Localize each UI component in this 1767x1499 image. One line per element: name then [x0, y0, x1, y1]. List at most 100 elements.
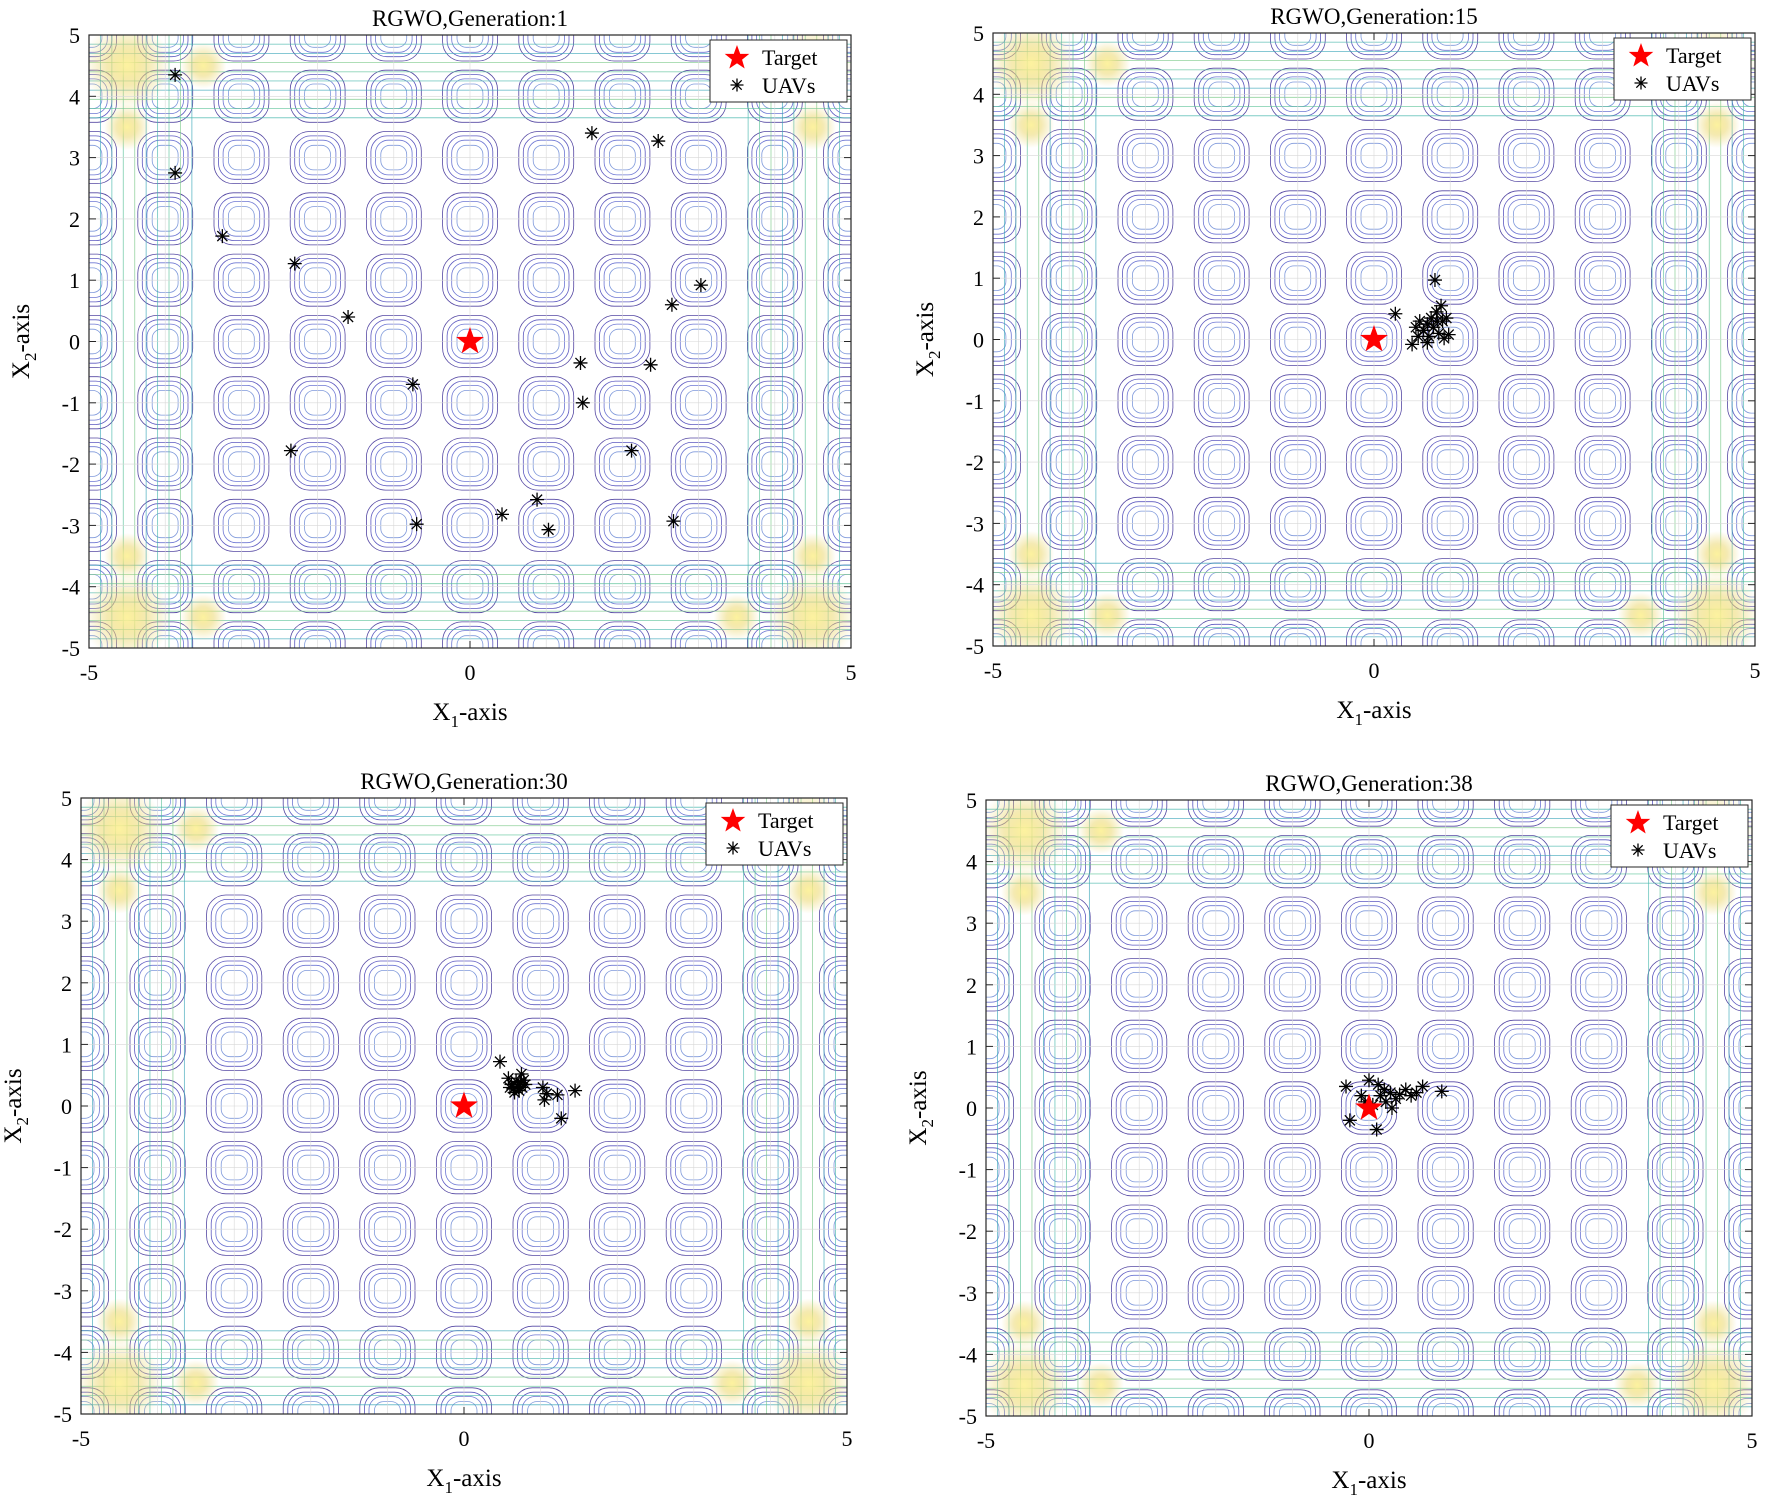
uav-point	[541, 522, 556, 537]
uav-point	[1392, 1087, 1407, 1102]
uav-point	[1383, 1085, 1398, 1100]
uav-point	[168, 67, 183, 82]
x-tick-label: 5	[1750, 658, 1761, 683]
legend-label-uavs: UAVs	[758, 836, 811, 861]
uav-point	[554, 1111, 569, 1126]
uav-point	[584, 126, 599, 141]
uav-point	[509, 1074, 524, 1089]
y-tick-label: 3	[966, 911, 977, 936]
uav-point	[1434, 1084, 1449, 1099]
x-tick-label: -5	[984, 658, 1002, 683]
y-tick-label: 1	[973, 266, 984, 291]
uav-point	[1405, 337, 1420, 352]
y-tick-label: 3	[61, 909, 72, 934]
uav-point	[643, 357, 658, 372]
y-tick-label: 1	[966, 1034, 977, 1059]
legend-uav-marker	[1631, 843, 1645, 857]
uav-point	[666, 514, 681, 529]
uav-point	[502, 1080, 517, 1095]
legend: Target UAVs	[1613, 37, 1752, 101]
x-axis-label: X1-axis	[1336, 697, 1411, 729]
uav-point	[539, 1086, 554, 1101]
y-tick-label: -2	[966, 450, 984, 475]
uav-point	[651, 134, 666, 149]
legend-uav-marker	[1634, 76, 1648, 90]
legend: Target UAVs	[709, 39, 848, 103]
y-tick-label: -2	[62, 452, 80, 477]
y-tick-label: -2	[54, 1217, 72, 1242]
uav-point	[1409, 1085, 1424, 1100]
grid	[986, 800, 1752, 1416]
uav-point	[1339, 1079, 1354, 1094]
y-tick-label: 5	[69, 23, 80, 48]
target-point	[450, 1091, 478, 1118]
x-tick-label: 0	[1364, 1428, 1375, 1453]
y-tick-label: 4	[966, 850, 977, 875]
uav-point	[575, 395, 590, 410]
y-tick-label: -2	[959, 1219, 977, 1244]
y-tick-label: 4	[973, 82, 984, 107]
legend-label-target: Target	[758, 808, 813, 833]
y-tick-label: -3	[959, 1281, 977, 1306]
uav-points	[168, 67, 708, 537]
uav-point	[1420, 317, 1435, 332]
legend: Target UAVs	[1610, 804, 1749, 868]
uav-point	[493, 1054, 508, 1069]
target-point	[1360, 325, 1388, 352]
chart-panel-2: 5 4 3 2 1 0 -1 -2 -3 -4 -5-5 0 5 RGWO,Generation:15 X1…	[912, 4, 1761, 729]
x-tick-label: 5	[1747, 1428, 1758, 1453]
uav-point	[506, 1081, 521, 1096]
uav-point	[1424, 311, 1439, 326]
legend-label-target: Target	[762, 45, 817, 70]
x-tick-label: -5	[80, 660, 98, 685]
y-tick-label: 4	[61, 848, 72, 873]
uav-point	[1388, 306, 1403, 321]
chart-panel-3: 5 4 3 2 1 0 -1 -2 -3 -4 -5-5 0 5 RGWO,Generation:30 X1…	[0, 769, 853, 1497]
y-tick-label: 0	[69, 330, 80, 355]
uav-point	[1434, 298, 1449, 313]
uav-point	[1429, 304, 1444, 319]
y-tick-label: 3	[973, 144, 984, 169]
x-tick-label: 5	[846, 660, 857, 685]
y-tick-label: 1	[69, 268, 80, 293]
chart-title: RGWO,Generation:15	[1270, 4, 1478, 29]
x-axis-label: X1-axis	[1331, 1467, 1406, 1499]
y-tick-label: 0	[966, 1096, 977, 1121]
uav-point	[1416, 323, 1431, 338]
y-tick-label: -4	[959, 1342, 977, 1367]
legend: Target UAVs	[705, 802, 844, 866]
legend-label-uavs: UAVs	[1666, 71, 1719, 96]
uav-point	[1362, 1073, 1376, 1088]
uav-point	[1404, 1088, 1419, 1103]
uav-point	[1384, 1101, 1399, 1115]
legend-target-marker	[724, 45, 750, 69]
uav-point	[1412, 314, 1427, 329]
uav-points	[493, 1054, 583, 1126]
legend-target-marker	[1625, 810, 1651, 834]
uav-point	[1373, 1088, 1388, 1103]
x-tick-label: 0	[459, 1426, 470, 1451]
uav-point	[664, 297, 679, 312]
uav-point	[287, 256, 302, 271]
uav-point	[1411, 329, 1426, 344]
target-point	[1355, 1093, 1383, 1120]
uav-point	[1369, 1122, 1384, 1137]
y-tick-label: 3	[69, 146, 80, 171]
uav-point	[1398, 1082, 1413, 1097]
uav-point	[1415, 1079, 1430, 1094]
uav-point	[514, 1066, 529, 1081]
y-tick-label: -3	[966, 511, 984, 536]
y-tick-label: -1	[966, 389, 984, 414]
y-tick-label: 5	[973, 21, 984, 46]
x-tick-label: 0	[1369, 658, 1380, 683]
y-tick-label: -5	[62, 636, 80, 661]
uav-point	[1430, 314, 1445, 329]
uav-point	[568, 1083, 583, 1098]
uav-point	[530, 492, 545, 507]
x-axis-label: X1-axis	[426, 1465, 501, 1497]
uav-point	[693, 278, 708, 293]
y-tick-label: 0	[61, 1094, 72, 1119]
uav-point	[504, 1077, 519, 1092]
uav-points	[1388, 273, 1456, 352]
uav-point	[409, 517, 424, 532]
